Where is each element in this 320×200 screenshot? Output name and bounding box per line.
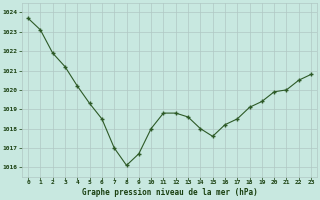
X-axis label: Graphe pression niveau de la mer (hPa): Graphe pression niveau de la mer (hPa) (82, 188, 258, 197)
